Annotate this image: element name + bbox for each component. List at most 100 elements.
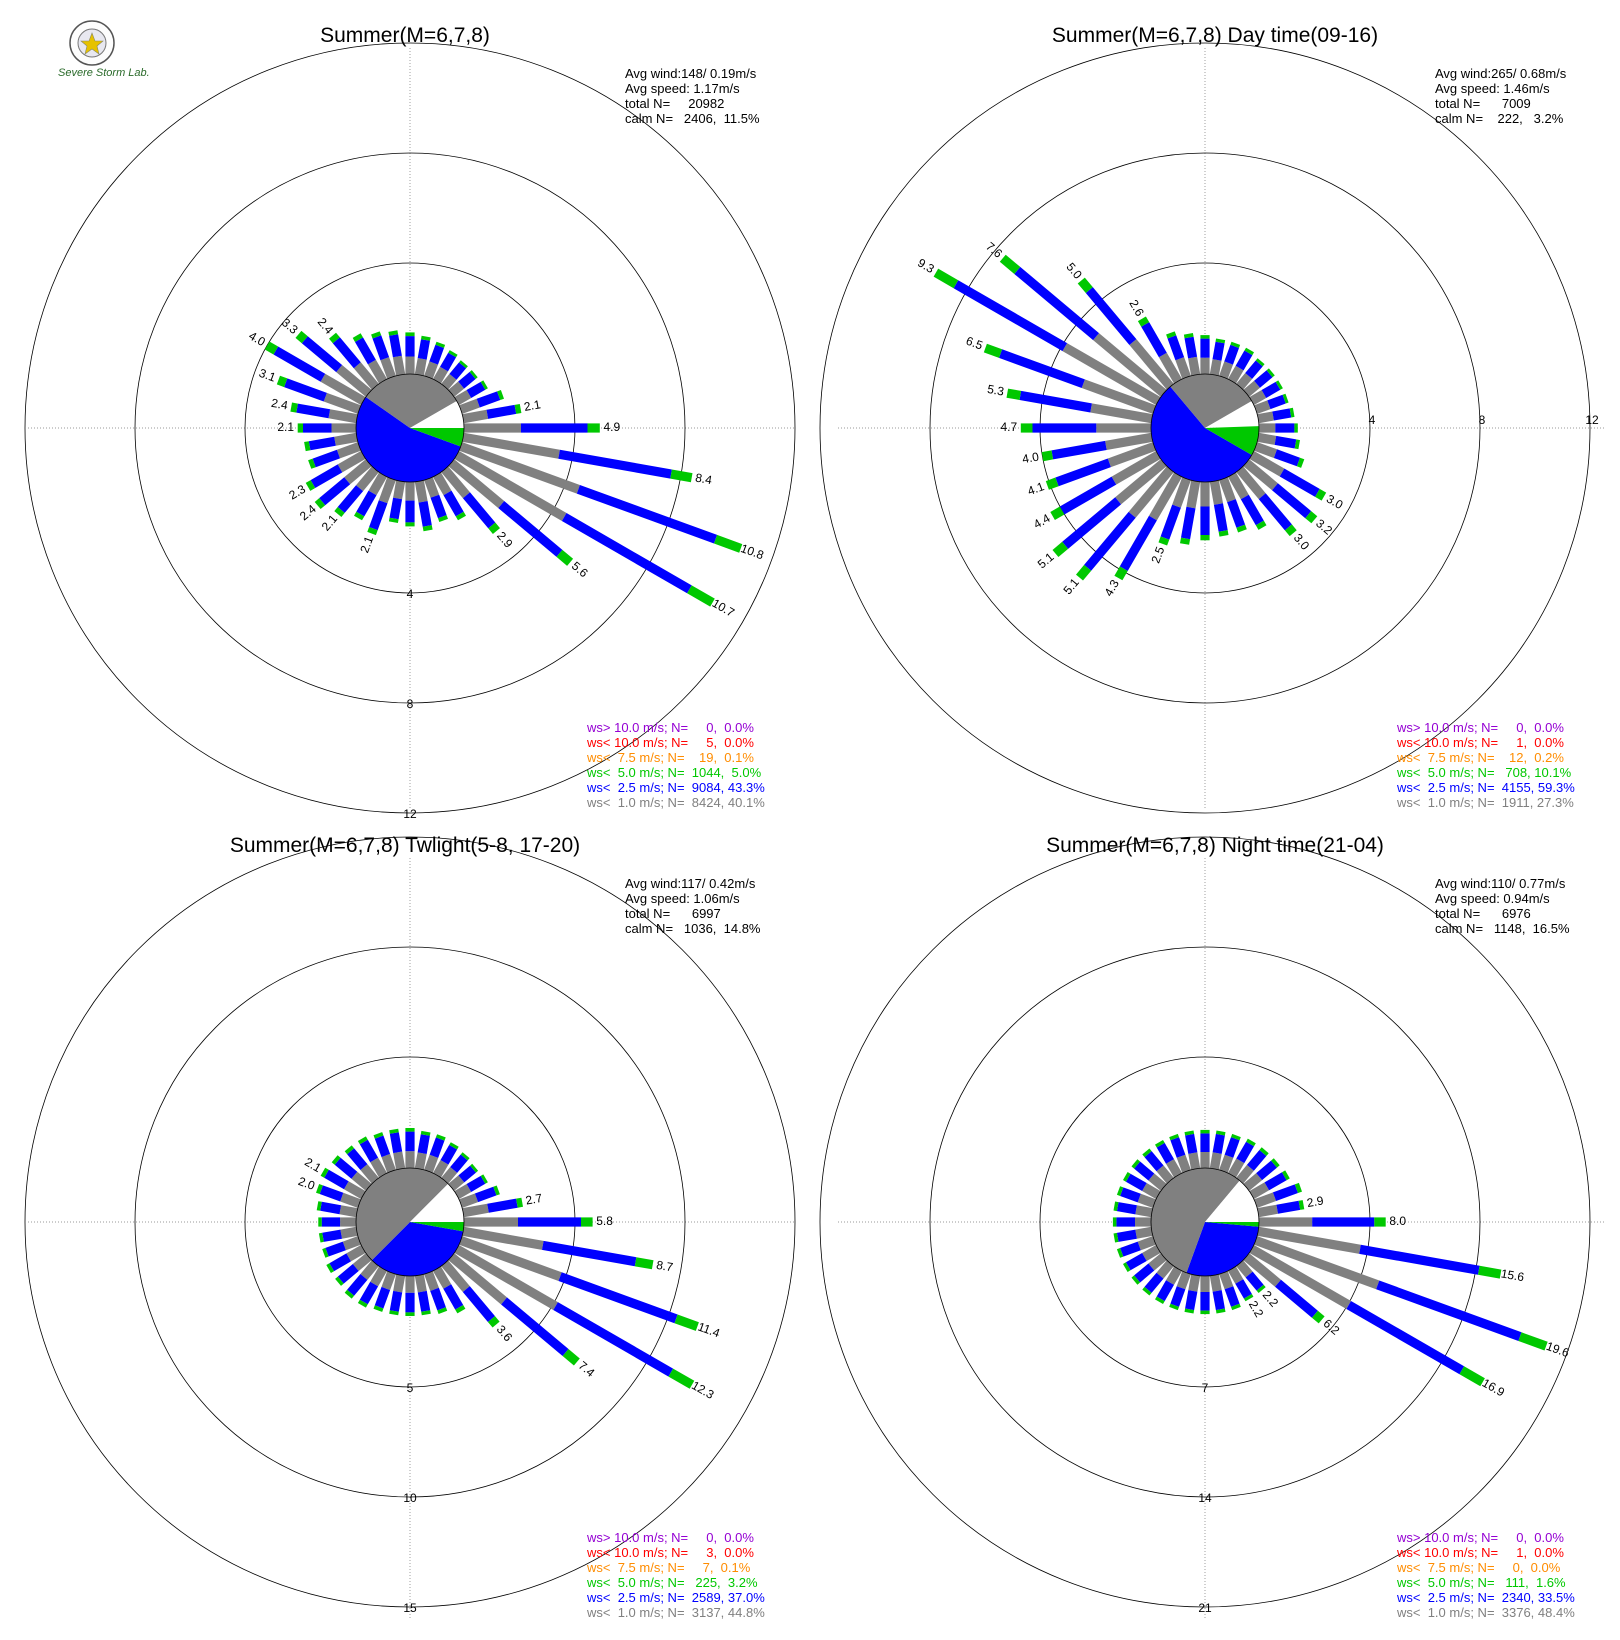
- bar-segment-lt2_5: [319, 1185, 344, 1202]
- bar-segment-lt1: [433, 1266, 452, 1289]
- bar-segment-lt2_5: [334, 1157, 358, 1179]
- bar-value-label: 2.7: [524, 1191, 543, 1208]
- bar-segment-lt2_5: [1240, 494, 1264, 526]
- bar-segment-lt1: [1176, 1154, 1191, 1173]
- ring-tick-label: 8: [1479, 413, 1486, 427]
- bar-segment-lt5: [714, 534, 743, 553]
- bar-segment-lt1: [381, 1271, 396, 1291]
- windrose-panel: Summer(M=6,7,8) 4 8 12 2.1 4.9 8.4 10.8 10.7 5.6 2…: [24, 24, 796, 821]
- lab-logo-text: Severe Storm Lab.: [58, 67, 150, 79]
- bar-segment-lt2_5: [1261, 381, 1281, 398]
- bar-segment-lt1: [414, 1274, 427, 1293]
- bar-segment-lt2_5: [1279, 468, 1320, 497]
- bar-segment-lt2_5: [1272, 1184, 1298, 1201]
- bar-segment-lt1: [1228, 1158, 1245, 1178]
- bar-segment-lt2_5: [443, 490, 464, 517]
- bar-segment-lt5: [1200, 535, 1210, 541]
- bar-segment-lt5: [388, 330, 399, 336]
- bar-segment-lt2_5: [1224, 1286, 1240, 1307]
- bar-segment-lt1: [323, 392, 361, 414]
- bar-segment-lt1: [424, 477, 440, 498]
- bar-segment-lt5: [352, 333, 363, 342]
- pie-slice-lt5: [1205, 426, 1260, 455]
- bar-segment-lt5: [316, 1201, 322, 1211]
- bar-segment-lt1: [1257, 411, 1274, 424]
- bar-segment-lt2_5: [1212, 1133, 1225, 1154]
- bar-segment-lt5: [1236, 524, 1247, 533]
- bar-segment-lt5: [329, 332, 340, 344]
- bar-segment-lt2_5: [1212, 341, 1225, 361]
- bar-segment-lt5: [295, 330, 308, 344]
- bar-segment-lt1: [1219, 361, 1233, 379]
- bar-segment-lt2_5: [1224, 344, 1239, 365]
- bar-segment-lt2_5: [321, 1217, 341, 1227]
- bar-segment-lt2_5: [389, 334, 402, 358]
- bar-segment-lt2_5: [1085, 287, 1137, 345]
- bar-segment-lt2_5: [429, 344, 444, 365]
- bar-segment-lt5: [1076, 564, 1092, 581]
- bar-value-label: 2.3: [286, 482, 308, 503]
- bar-segment-lt2_5: [308, 436, 336, 451]
- bar-segment-lt2_5: [320, 1201, 342, 1215]
- bar-segment-lt1: [328, 409, 358, 424]
- bar-segment-lt2_5: [319, 477, 351, 506]
- bar-value-label: 6.2: [1321, 1316, 1343, 1338]
- bar-segment-lt1: [1156, 1165, 1174, 1184]
- bar-segment-lt5: [1155, 1140, 1165, 1148]
- bar-segment-lt5: [1116, 1248, 1124, 1258]
- bar-segment-lt2_5: [337, 1264, 359, 1284]
- bar-segment-lt5: [1255, 520, 1267, 530]
- bar-segment-lt5: [1218, 530, 1229, 537]
- bar-segment-lt5: [999, 254, 1021, 274]
- bar-segment-lt5: [1052, 541, 1069, 557]
- bar-segment-lt2_5: [1272, 483, 1312, 519]
- bar-segment-lt2_5: [1116, 1202, 1137, 1215]
- bar-segment-lt5: [469, 370, 478, 379]
- bar-segment-lt1: [353, 362, 379, 390]
- bar-segment-lt5: [1169, 1303, 1179, 1311]
- bar-segment-lt5: [344, 1289, 355, 1299]
- bar-segment-lt1: [1062, 343, 1161, 405]
- bar-value-label: 8.0: [1389, 1214, 1406, 1228]
- bar-segment-lt5: [264, 341, 279, 355]
- bar-value-label: 5.0: [1063, 260, 1085, 282]
- bar-segment-lt1: [424, 361, 438, 379]
- bar-segment-lt5: [335, 1276, 344, 1286]
- bar-segment-lt1: [1209, 1274, 1222, 1292]
- bar-segment-lt5: [1255, 358, 1265, 367]
- bar-segment-lt1: [405, 482, 415, 501]
- bar-segment-lt5: [437, 1307, 448, 1314]
- bar-segment-lt2_5: [999, 349, 1085, 388]
- bar-segment-lt1: [1166, 1159, 1182, 1178]
- bar-segment-lt1: [360, 1164, 379, 1184]
- bar-segment-lt2_5: [561, 513, 692, 594]
- bar-segment-lt1: [339, 1205, 358, 1218]
- bar-segment-lt2_5: [1200, 338, 1210, 358]
- bar-segment-lt5: [1215, 1130, 1226, 1136]
- bar-segment-lt5: [514, 404, 522, 414]
- bar-segment-lt2_5: [1258, 493, 1292, 531]
- ring-tick-label: 10: [403, 1491, 417, 1505]
- bar-segment-lt2_5: [1055, 458, 1111, 487]
- bar-segment-lt5: [318, 1232, 324, 1243]
- bar-segment-lt5: [493, 1185, 500, 1196]
- bar-segment-lt5: [297, 423, 303, 433]
- bar-segment-lt1: [1243, 459, 1278, 491]
- bar-segment-lt1: [462, 1226, 544, 1250]
- bar-segment-lt1: [405, 1276, 415, 1293]
- bar-segment-lt5: [1131, 1159, 1141, 1169]
- info-avg-wind: Avg wind:148/ 0.19m/s: [625, 66, 757, 81]
- bar-segment-lt2_5: [1346, 1301, 1465, 1375]
- bar-segment-lt5: [670, 469, 693, 483]
- bar-segment-lt5: [1305, 511, 1318, 524]
- bar-segment-lt5: [304, 441, 311, 452]
- bar-segment-lt5: [1215, 338, 1226, 344]
- bar-segment-lt1: [424, 1154, 439, 1173]
- grid-ring: [24, 42, 796, 814]
- bar-segment-lt2_5: [521, 423, 588, 433]
- bar-segment-lt5: [562, 1349, 580, 1366]
- bar-value-label: 3.6: [494, 1322, 516, 1344]
- bar-segment-lt1: [1172, 477, 1191, 508]
- legend-entry-lt1: ws< 1.0 m/s; N= 3376, 48.4%: [1396, 1605, 1575, 1620]
- bar-segment-lt1: [1243, 380, 1260, 397]
